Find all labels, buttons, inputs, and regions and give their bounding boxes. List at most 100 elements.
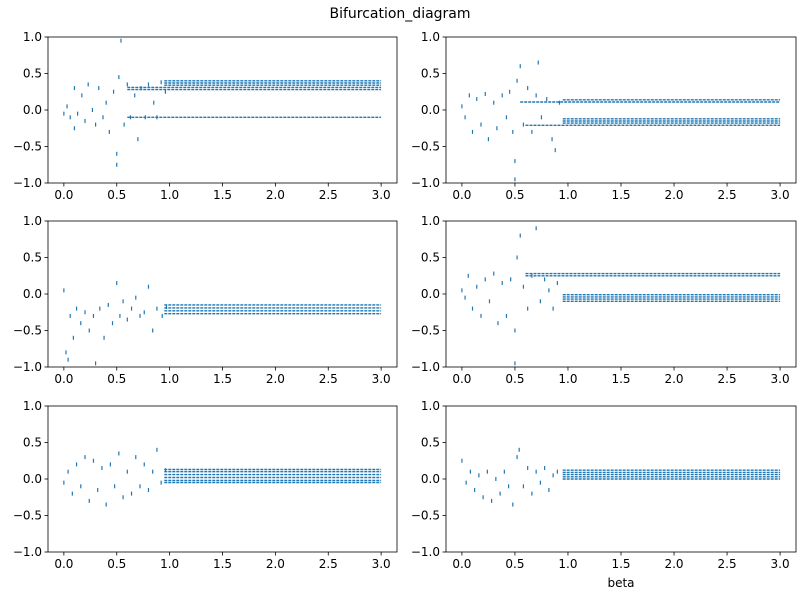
y-tick-label: 1.0: [421, 214, 440, 228]
scatter-point: [134, 93, 136, 98]
scatter-point: [80, 321, 82, 326]
scatter-point: [153, 100, 155, 105]
scatter-point: [476, 284, 478, 289]
x-tick-label: 0.0: [54, 557, 73, 571]
y-tick-label: −1.0: [411, 360, 440, 374]
x-tick-label: 1.0: [558, 557, 577, 571]
scatter-point: [156, 306, 158, 311]
x-tick-label: 0.0: [54, 188, 73, 202]
scatter-point: [519, 64, 521, 69]
x-tick-label: 2.5: [718, 557, 737, 571]
x-tick-label: 1.0: [160, 557, 179, 571]
scatter-point: [77, 111, 79, 116]
x-tick-label: 2.5: [319, 557, 338, 571]
scatter-point: [109, 462, 111, 467]
y-tick-label: 0.0: [23, 103, 42, 117]
scatter-point: [544, 466, 546, 471]
y-tick-label: 0.0: [421, 472, 440, 486]
scatter-point: [505, 115, 508, 120]
scatter-point: [531, 491, 533, 496]
scatter-point: [129, 115, 132, 120]
x-tick-label: 1.5: [213, 188, 232, 202]
x-tick-label: 1.0: [558, 372, 577, 386]
scatter-point: [107, 302, 109, 307]
scatter-point: [114, 484, 116, 489]
scatter-point: [63, 288, 65, 293]
scatter-point: [152, 469, 154, 474]
x-tick-label: 1.5: [213, 557, 232, 571]
scatter-point: [556, 469, 558, 474]
scatter-point: [464, 115, 466, 120]
scatter-point: [80, 484, 82, 489]
x-tick-label: 3.0: [771, 557, 790, 571]
scatter-point: [465, 480, 467, 485]
scatter-point: [126, 82, 128, 87]
scatter-point: [160, 480, 162, 485]
y-tick-label: 0.5: [421, 67, 440, 81]
scatter-point: [97, 487, 99, 492]
scatter-point: [464, 295, 466, 300]
scatter-point: [497, 321, 499, 326]
scatter-point: [527, 86, 529, 91]
scatter-point: [130, 306, 133, 311]
scatter-point: [164, 89, 166, 94]
scatter-point: [548, 487, 550, 492]
scatter-point: [122, 495, 124, 500]
scatter-point: [548, 288, 550, 293]
scatter-point: [527, 306, 529, 311]
scatter-point: [469, 469, 471, 474]
scatter-point: [552, 473, 554, 478]
x-tick-label: 1.5: [213, 372, 232, 386]
branch-line: [164, 468, 382, 484]
x-tick-label: 3.0: [372, 188, 391, 202]
x-tick-label: 2.0: [266, 188, 285, 202]
scatter-point: [116, 162, 118, 167]
scatter-point: [461, 288, 463, 293]
scatter-point: [118, 451, 120, 456]
scatter-point: [509, 89, 511, 94]
scatter-point: [522, 122, 525, 127]
x-tick-label: 1.0: [558, 188, 577, 202]
scatter-point: [88, 328, 90, 333]
y-tick-label: −0.5: [13, 324, 42, 338]
scatter-point: [139, 484, 141, 489]
y-tick-label: −0.5: [13, 509, 42, 523]
scatter-point: [126, 317, 128, 322]
scatter-point: [161, 313, 163, 318]
x-tick-label: 0.5: [107, 557, 126, 571]
x-tick-label: 0.0: [452, 372, 471, 386]
scatter-point: [160, 80, 162, 85]
scatter-point: [535, 93, 537, 98]
y-tick-label: 0.0: [421, 287, 440, 301]
x-tick-label: 0.5: [505, 372, 524, 386]
scatter-point: [101, 466, 103, 471]
x-tick-label: 2.0: [664, 557, 683, 571]
scatter-point: [123, 122, 125, 127]
x-tick-label: 2.0: [664, 188, 683, 202]
branch-line: [562, 469, 781, 480]
x-tick-label: 0.0: [452, 188, 471, 202]
y-tick-label: −0.5: [411, 140, 440, 154]
figure-title: Bifurcation_diagram: [329, 6, 470, 22]
scatter-point: [527, 466, 529, 471]
x-tick-label: 3.0: [372, 372, 391, 386]
y-tick-label: −1.0: [13, 360, 42, 374]
scatter-point: [116, 151, 118, 156]
scatter-point: [67, 357, 69, 362]
scatter-point: [73, 86, 76, 91]
scatter-point: [482, 495, 484, 500]
scatter-point: [507, 484, 510, 489]
scatter-point: [143, 462, 145, 467]
scatter-point: [552, 306, 554, 311]
scatter-point: [546, 97, 548, 102]
scatter-point: [116, 281, 118, 286]
scatter-point: [522, 484, 525, 489]
scatter-point: [91, 108, 94, 112]
scatter-point: [544, 277, 546, 282]
x-tick-label: 2.0: [266, 372, 285, 386]
x-tick-label: 2.0: [266, 557, 285, 571]
scatter-point: [480, 313, 482, 318]
scatter-point: [539, 480, 541, 485]
scatter-point: [99, 306, 101, 311]
